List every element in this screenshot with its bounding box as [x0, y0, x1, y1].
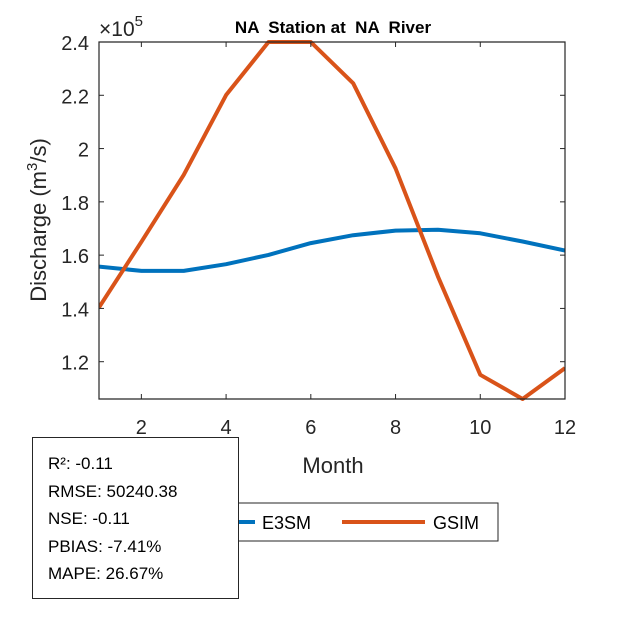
- legend-label-e3sm: E3SM: [262, 513, 311, 533]
- x-axis-label: Month: [302, 453, 363, 478]
- y-tick-label: 2.2: [61, 86, 89, 108]
- series-line-e3sm: [99, 227, 565, 273]
- axes-background: [99, 42, 565, 399]
- y-tick-label: 1.2: [61, 353, 89, 375]
- x-tick-label: 12: [554, 417, 576, 439]
- series-layer: [99, 40, 565, 401]
- stat-rmse: RMSE: 50240.38: [48, 481, 178, 501]
- y-tick-label: 2.4: [61, 33, 89, 55]
- x-tick-label: 4: [221, 417, 232, 439]
- y-axis-ticks: 1.2 1.4 1.6 1.8 2 2.2 2.4: [61, 33, 565, 375]
- y-tick-label: 2: [78, 140, 89, 162]
- x-tick-label: 10: [469, 417, 491, 439]
- stat-nse: NSE: -0.11: [48, 509, 130, 528]
- x-tick-label: 8: [390, 417, 401, 439]
- y-exponent-label: ×105: [99, 13, 143, 41]
- y-tick-label: 1.8: [61, 193, 89, 215]
- stat-r2: R²: -0.11: [48, 454, 113, 473]
- y-axis-label: Discharge (m3/s): [24, 138, 51, 302]
- statistics-box: R²: -0.11 RMSE: 50240.38 NSE: -0.11 PBIA…: [32, 437, 239, 599]
- x-axis-ticks: 2 4 6 8 10 12: [136, 42, 576, 439]
- stat-pbias: PBIAS: -7.41%: [48, 536, 162, 556]
- y-tick-label: 1.4: [61, 299, 89, 321]
- y-axis-label-sup: 3: [24, 163, 41, 171]
- y-axis-label-tail: /s): [26, 138, 51, 162]
- chart-title: NA Station at NA River: [235, 18, 432, 37]
- series-line-gsim: [99, 40, 565, 401]
- y-tick-label: 1.6: [61, 246, 89, 268]
- x-tick-label: 2: [136, 417, 147, 439]
- y-exponent-power: 5: [135, 13, 143, 30]
- stat-mape: MAPE: 26.67%: [48, 564, 164, 583]
- legend-label-gsim: GSIM: [433, 513, 479, 533]
- y-exponent-times: ×: [99, 18, 111, 41]
- y-exponent-base: 10: [111, 18, 134, 41]
- y-axis-label-main: Discharge (m: [26, 171, 51, 302]
- plot-area: 2 4 6 8 10 12 1.2 1.4 1.6 1.8 2 2.2 2.4: [61, 33, 576, 439]
- x-tick-label: 6: [305, 417, 316, 439]
